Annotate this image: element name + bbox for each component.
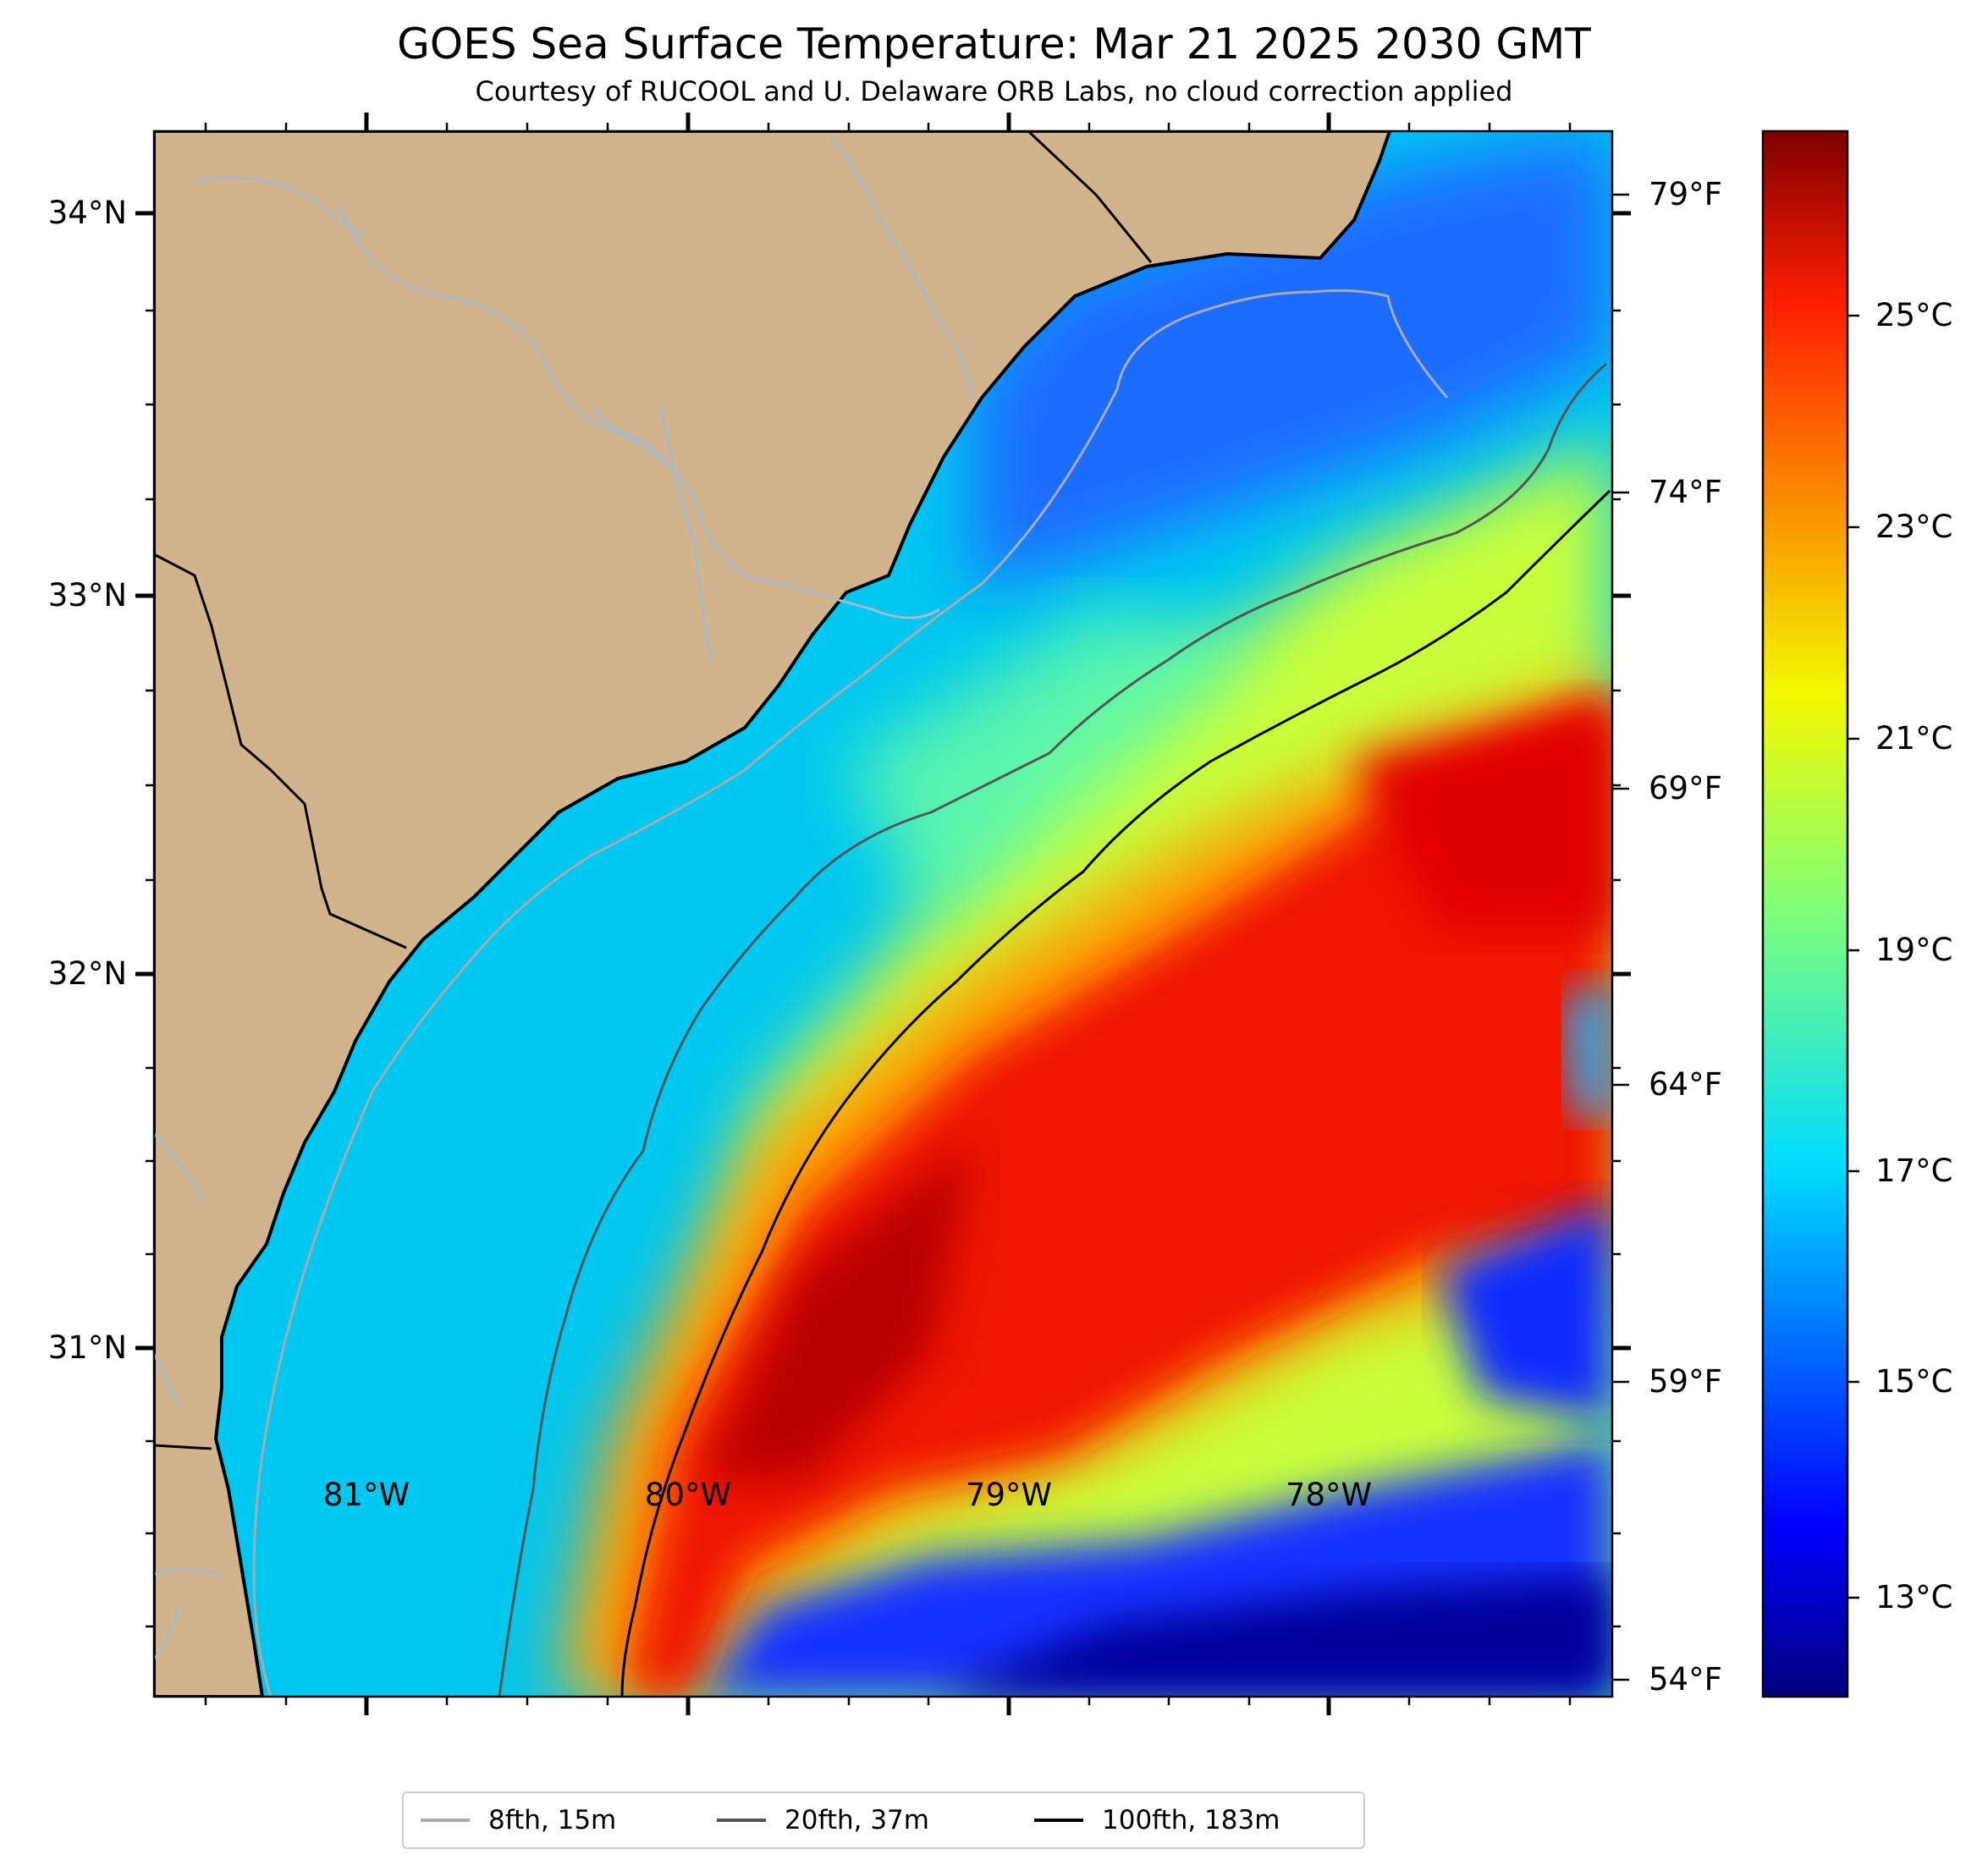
lat-label-32n: 32°N — [47, 955, 127, 992]
lon-ticks — [364, 113, 1331, 1715]
minor-ticks — [146, 123, 1621, 1705]
legend: 8fth, 15m 20fth, 37m 100fth, 183m — [402, 1791, 1365, 1849]
land — [154, 131, 1392, 1697]
legend-line-20fth — [717, 1819, 766, 1822]
colorbar-label: 23°C — [1875, 509, 1953, 545]
lat-label-33n: 33°N — [47, 577, 127, 614]
legend-label: 100fth, 183m — [1102, 1805, 1280, 1835]
fahrenheit-label: 59°F — [1649, 1363, 1722, 1400]
colorbar-label: 21°C — [1875, 720, 1953, 757]
page-title: GOES Sea Surface Temperature: Mar 21 202… — [397, 19, 1591, 69]
legend-label: 20fth, 37m — [785, 1805, 929, 1835]
legend-item: 8fth, 15m — [421, 1793, 616, 1847]
lon-label-80w: 80°W — [644, 1477, 732, 1513]
legend-line-8fth — [421, 1819, 470, 1822]
lon-label-81w: 81°W — [322, 1477, 410, 1513]
colorbar — [1761, 129, 1849, 1698]
legend-item: 20fth, 37m — [717, 1793, 929, 1847]
plot-frame — [152, 129, 1614, 1698]
colorbar-label: 17°C — [1875, 1153, 1953, 1189]
fahrenheit-label: 79°F — [1649, 176, 1722, 212]
colorbar-label: 25°C — [1875, 297, 1953, 333]
fahrenheit-label: 69°F — [1649, 770, 1722, 806]
fahrenheit-ticks — [1612, 193, 1629, 1681]
legend-item: 100fth, 183m — [1034, 1793, 1280, 1847]
colorbar-ticks — [1848, 314, 1859, 1599]
sst-field — [154, 131, 1612, 1697]
bathymetry — [252, 289, 1611, 1697]
fahrenheit-label: 64°F — [1649, 1066, 1722, 1103]
fahrenheit-label: 54°F — [1649, 1661, 1722, 1698]
colorbar-label: 13°C — [1875, 1579, 1953, 1615]
lat-label-31n: 31°N — [47, 1329, 127, 1366]
legend-line-100fth — [1034, 1819, 1083, 1822]
lat-label-34n: 34°N — [47, 195, 127, 231]
legend-label: 8fth, 15m — [488, 1805, 617, 1835]
fahrenheit-label: 74°F — [1649, 474, 1722, 510]
colorbar-label: 19°C — [1875, 932, 1953, 968]
colorbar-label: 15°C — [1875, 1363, 1953, 1400]
page-subtitle: Courtesy of RUCOOL and U. Delaware ORB L… — [475, 75, 1513, 107]
lon-label-78w: 78°W — [1285, 1477, 1373, 1513]
lon-label-79w: 79°W — [965, 1477, 1053, 1513]
lat-ticks — [135, 211, 1631, 1351]
